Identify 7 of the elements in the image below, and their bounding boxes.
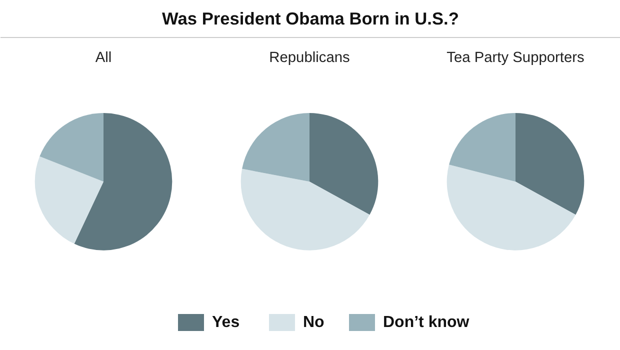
legend-label: Yes [212, 314, 240, 331]
legend-label: No [303, 314, 325, 331]
chart-title: Tea Party Supporters [446, 50, 584, 66]
legend-label: Don’t know [383, 314, 470, 331]
text: Was President Obama Born in U.S.? [162, 8, 459, 28]
chart-title: All [95, 50, 112, 66]
chart-title: Republicans [269, 50, 350, 66]
